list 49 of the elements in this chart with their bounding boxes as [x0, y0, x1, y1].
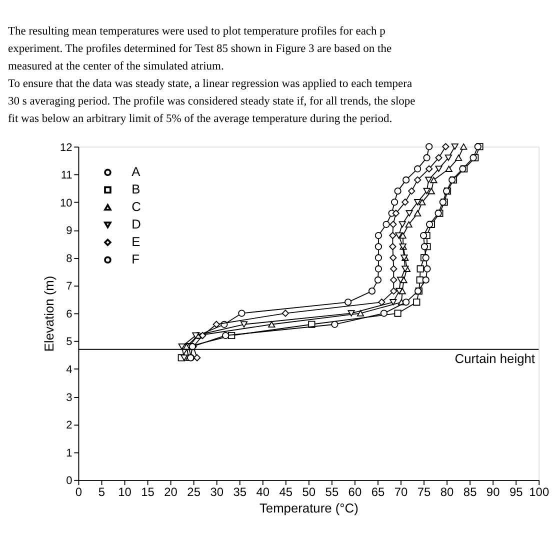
x-tick-label: 60	[348, 485, 362, 500]
x-tick-label: 75	[417, 485, 432, 500]
x-tick-label: 85	[463, 485, 478, 500]
x-tick-label: 25	[187, 485, 201, 500]
y-tick-label: 9	[66, 225, 72, 238]
y-tick-label: 4	[66, 364, 72, 376]
legend-label: F	[132, 252, 140, 267]
x-tick-label: 70	[394, 485, 408, 500]
y-tick-label: 6	[66, 308, 72, 320]
x-tick-label: 15	[141, 485, 155, 500]
x-tick-label: 45	[279, 485, 293, 500]
y-tick-label: 10	[60, 197, 72, 210]
y-tick-label: 3	[66, 392, 72, 404]
x-tick-label: 30	[210, 485, 224, 500]
legend-label: E	[132, 234, 141, 250]
text: experiment. The profiles determined for Test 85 shown in Figure 3 are based on the	[8, 43, 392, 56]
text: fit was below an arbitrary limit of 5% of the average temperature during the period.	[8, 113, 392, 126]
legend-label: B	[132, 182, 140, 197]
y-tick-label: 0	[66, 475, 72, 488]
text: 30 s averaging period. The profile was considered steady state if, for all trends, the slope	[8, 96, 416, 108]
x-tick-label: 90	[486, 485, 500, 500]
x-tick-label: 35	[233, 485, 247, 500]
y-tick-label: 11	[60, 170, 72, 182]
x-tick-label: 40	[256, 485, 270, 500]
text: measured at the center of the simulated atrium.	[8, 60, 224, 73]
y-tick-label: 5	[66, 336, 72, 348]
y-tick-label: 8	[66, 252, 72, 265]
x-tick-label: 100	[529, 485, 550, 500]
y-tick-label: 12	[60, 142, 72, 154]
legend-label: D	[132, 216, 141, 232]
y-tick-label: 2	[66, 420, 72, 432]
y-tick-label: 1	[66, 447, 72, 460]
y-tick-label: 7	[66, 280, 72, 293]
ref-line-label: Curtain height	[454, 351, 536, 366]
x-tick-label: 80	[440, 485, 454, 500]
text: The resulting mean temperatures were used to plot temperature profiles for each p	[8, 26, 386, 38]
x-tick-label: 5	[98, 485, 106, 500]
x-tick-label: 50	[302, 485, 316, 500]
y-axis-title: Elevation (m)	[42, 276, 57, 352]
x-tick-label: 55	[325, 485, 339, 500]
x-axis-title: Temperature (°C)	[259, 500, 358, 516]
legend-label: C	[132, 199, 141, 214]
x-tick-label: 65	[371, 485, 385, 500]
x-tick-label: 0	[75, 485, 82, 500]
legend-label: A	[132, 164, 141, 180]
x-tick-label: 20	[164, 485, 178, 500]
x-tick-label: 10	[118, 485, 132, 500]
text: To ensure that the data was steady state, a linear regression was applied to each tempera	[8, 78, 412, 90]
x-tick-label: 95	[509, 485, 524, 500]
